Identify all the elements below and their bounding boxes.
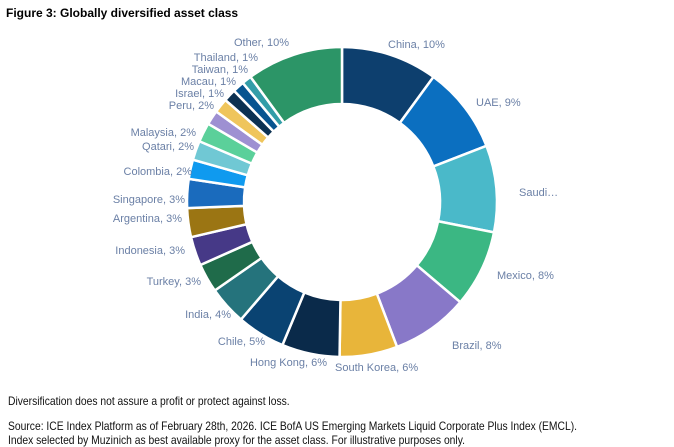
slice-label: Thailand, 1% — [194, 52, 258, 64]
slice-label: Turkey, 3% — [147, 276, 202, 288]
slice-label: Hong Kong, 6% — [250, 357, 327, 369]
slice-label: Peru, 2% — [169, 100, 214, 112]
slice-label: Singapore, 3% — [113, 194, 185, 206]
slice-label: UAE, 9% — [476, 97, 521, 109]
source-line-2: Index selected by Muzinich as best avail… — [8, 433, 465, 447]
source-line-1: Source: ICE Index Platform as of Februar… — [8, 419, 578, 433]
slice-label: Indonesia, 3% — [115, 245, 185, 257]
slice-label: Macau, 1% — [181, 76, 236, 88]
slice-label: Qatari, 2% — [142, 141, 194, 153]
slice-label: China, 10% — [388, 39, 445, 51]
slice-label: Brazil, 8% — [452, 340, 502, 352]
slice-label: Chile, 5% — [218, 336, 265, 348]
slice-label: Israel, 1% — [175, 88, 224, 100]
slice-other — [248, 45, 344, 125]
slice-label: Saudi… — [519, 187, 558, 199]
chart-title: Figure 3: Globally diversified asset cla… — [6, 6, 239, 20]
disclaimer: Diversification does not assure a profit… — [8, 394, 290, 408]
slice-label: Taiwan, 1% — [192, 64, 248, 76]
slice-label: Malaysia, 2% — [131, 127, 197, 139]
slice-label: South Korea, 6% — [335, 362, 418, 374]
slice-label: India, 4% — [185, 309, 231, 321]
slice-label: Colombia, 2% — [124, 166, 193, 178]
slice-label: Argentina, 3% — [113, 213, 182, 225]
slice-label: Other, 10% — [234, 37, 289, 49]
slice-label: Mexico, 8% — [497, 270, 554, 282]
